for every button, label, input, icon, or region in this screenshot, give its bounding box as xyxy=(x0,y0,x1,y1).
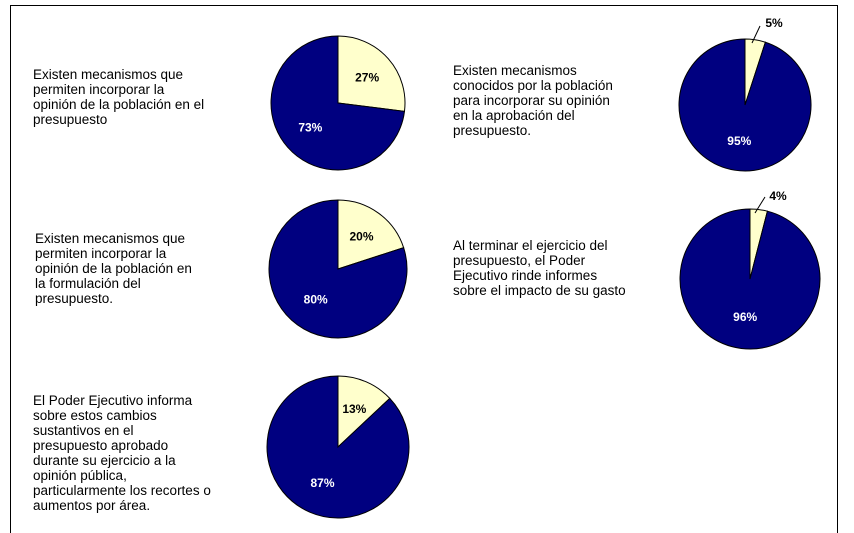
pie-5-slice-yes xyxy=(266,375,410,519)
pie-3-slice-yes xyxy=(268,199,408,339)
pie-4-label-no: 4% xyxy=(769,189,787,203)
pie-5-label-yes: 87% xyxy=(310,476,334,490)
pie-1-label-yes: 73% xyxy=(298,120,322,134)
pie-5-label-no: 13% xyxy=(342,402,366,416)
pie-2-label-yes: 95% xyxy=(727,134,751,148)
pie-1-slice-yes xyxy=(270,35,406,171)
pie-2-slice-yes xyxy=(678,38,812,172)
chart-frame xyxy=(10,5,838,533)
pie-1-slice-no xyxy=(337,35,406,112)
pie-2-label-no: 5% xyxy=(765,16,783,30)
pie-3-slice-no xyxy=(337,199,405,270)
question-text-4: Al terminar el ejercicio del presupuesto… xyxy=(453,238,626,298)
question-text-5: El Poder Ejecutivo informa sobre estos c… xyxy=(33,393,211,513)
pie-2-callout-line xyxy=(751,25,761,44)
pie-4-slice-yes xyxy=(679,208,821,350)
question-text-3: Existen mecanismos que permiten incorpor… xyxy=(35,231,192,306)
pie-1-label-no: 27% xyxy=(355,70,379,84)
pie-3-label-no: 20% xyxy=(350,230,374,244)
pie-5-slice-no xyxy=(337,375,391,449)
question-text-2: Existen mecanismos conocidos por la pobl… xyxy=(453,63,613,138)
pie-4-label-yes: 96% xyxy=(733,310,757,324)
pie-3-label-yes: 80% xyxy=(304,293,328,307)
question-text-1: Existen mecanismos que permiten incorpor… xyxy=(33,67,205,127)
pie-4-callout-line xyxy=(754,196,766,214)
